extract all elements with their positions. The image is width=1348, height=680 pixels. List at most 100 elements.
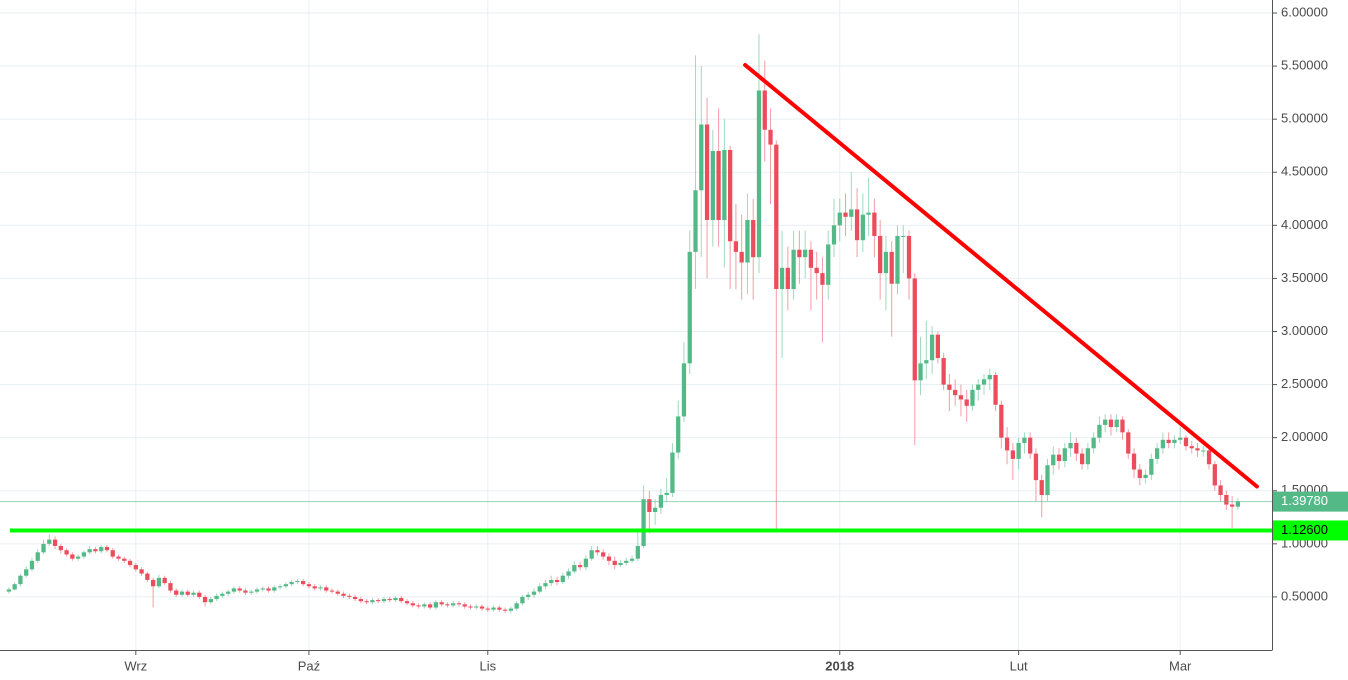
- candle-body: [110, 550, 115, 557]
- candle-body: [901, 235, 906, 237]
- candle-body: [1004, 437, 1010, 451]
- candle-body: [976, 384, 981, 390]
- candle-body: [814, 267, 819, 274]
- candle-body: [918, 363, 923, 381]
- candle-body: [208, 599, 213, 603]
- candle-body: [629, 558, 635, 561]
- candle-body: [179, 591, 185, 595]
- candle-body: [687, 251, 692, 364]
- candle-body: [6, 589, 12, 592]
- candle-body: [739, 251, 744, 263]
- candle-body: [202, 596, 208, 603]
- x-tick-label: Lis: [479, 658, 496, 673]
- candle-body: [1154, 448, 1160, 459]
- candle-body: [1149, 458, 1154, 475]
- candle-body: [1091, 437, 1096, 449]
- x-tick-label: 2018: [825, 658, 854, 673]
- candle-body: [1045, 465, 1050, 495]
- candle-body: [1178, 437, 1183, 440]
- candle-body: [1206, 450, 1212, 465]
- axis-panel: [1272, 0, 1348, 680]
- candle-body: [35, 552, 40, 561]
- candle-body: [439, 602, 444, 605]
- y-tick-label: 3.50000: [1281, 270, 1328, 285]
- candle-body: [676, 416, 681, 453]
- candle-body: [774, 144, 779, 290]
- candle-body: [878, 235, 883, 274]
- candle-body: [174, 590, 179, 595]
- candle-body: [1218, 485, 1223, 495]
- candle-body: [531, 591, 537, 595]
- candle-body: [277, 586, 283, 588]
- candle-body: [151, 579, 156, 587]
- candle-body: [906, 235, 912, 279]
- candle-body: [116, 556, 121, 559]
- candle-body: [312, 586, 317, 589]
- candle-body: [537, 586, 542, 592]
- candle-body: [364, 601, 369, 603]
- candle-body: [1016, 442, 1021, 459]
- candle-body: [127, 560, 133, 566]
- candle-body: [243, 590, 248, 593]
- candle-body: [75, 556, 81, 559]
- candle-body: [24, 569, 29, 576]
- candle-body: [929, 334, 935, 361]
- candle-body: [145, 573, 150, 580]
- candle-body: [993, 375, 998, 405]
- candle-body: [987, 375, 992, 380]
- candle-body: [1051, 454, 1056, 466]
- candle-body: [866, 212, 871, 215]
- candle-body: [601, 552, 606, 557]
- y-tick-label: 5.50000: [1281, 58, 1328, 73]
- candle-body: [272, 587, 277, 591]
- candle-body: [231, 588, 237, 592]
- candle-body: [566, 571, 571, 576]
- candle-body: [883, 251, 889, 274]
- candle-body: [456, 603, 462, 605]
- candle-body: [710, 151, 715, 221]
- candle-body: [895, 235, 900, 284]
- candle-body: [797, 249, 802, 258]
- candle-body: [1195, 448, 1200, 451]
- candle-body: [416, 605, 421, 607]
- y-tick-label: 3.00000: [1281, 323, 1328, 338]
- candle-body: [808, 249, 814, 268]
- candle-body: [1166, 439, 1171, 443]
- y-tick-label: 2.00000: [1281, 429, 1328, 444]
- candle-body: [47, 539, 52, 544]
- candle-body: [1235, 501, 1241, 507]
- candle-body: [58, 545, 63, 551]
- candle-body: [139, 569, 144, 574]
- candle-body: [410, 603, 415, 606]
- candle-body: [912, 278, 917, 381]
- candle-body: [1068, 442, 1073, 449]
- y-tick-label: 2.50000: [1281, 376, 1328, 391]
- candle-body: [849, 209, 854, 217]
- candle-body: [404, 601, 410, 604]
- candle-body: [751, 220, 756, 258]
- candle-body: [820, 273, 825, 285]
- candle-body: [1212, 464, 1217, 486]
- candle-body: [260, 588, 265, 590]
- candle-body: [543, 583, 548, 587]
- candle-body: [1056, 454, 1062, 462]
- candle-body: [485, 608, 490, 610]
- candle-body: [329, 590, 335, 592]
- candle-body: [226, 591, 231, 594]
- candle-body: [606, 556, 612, 561]
- candle-body: [220, 593, 225, 596]
- candle-body: [635, 545, 640, 559]
- candle-body: [1224, 494, 1229, 505]
- candle-body: [733, 241, 739, 252]
- candle-body: [462, 604, 467, 607]
- candle-body: [41, 543, 46, 553]
- candle-body: [335, 591, 340, 594]
- candle-body: [1039, 480, 1044, 495]
- candle-body: [358, 599, 363, 602]
- y-tick-label: 5.00000: [1281, 111, 1328, 126]
- candle-body: [953, 389, 958, 396]
- candle-body: [451, 603, 456, 606]
- candle-body: [168, 583, 173, 591]
- candle-body: [1079, 453, 1085, 465]
- candle-body: [999, 404, 1004, 438]
